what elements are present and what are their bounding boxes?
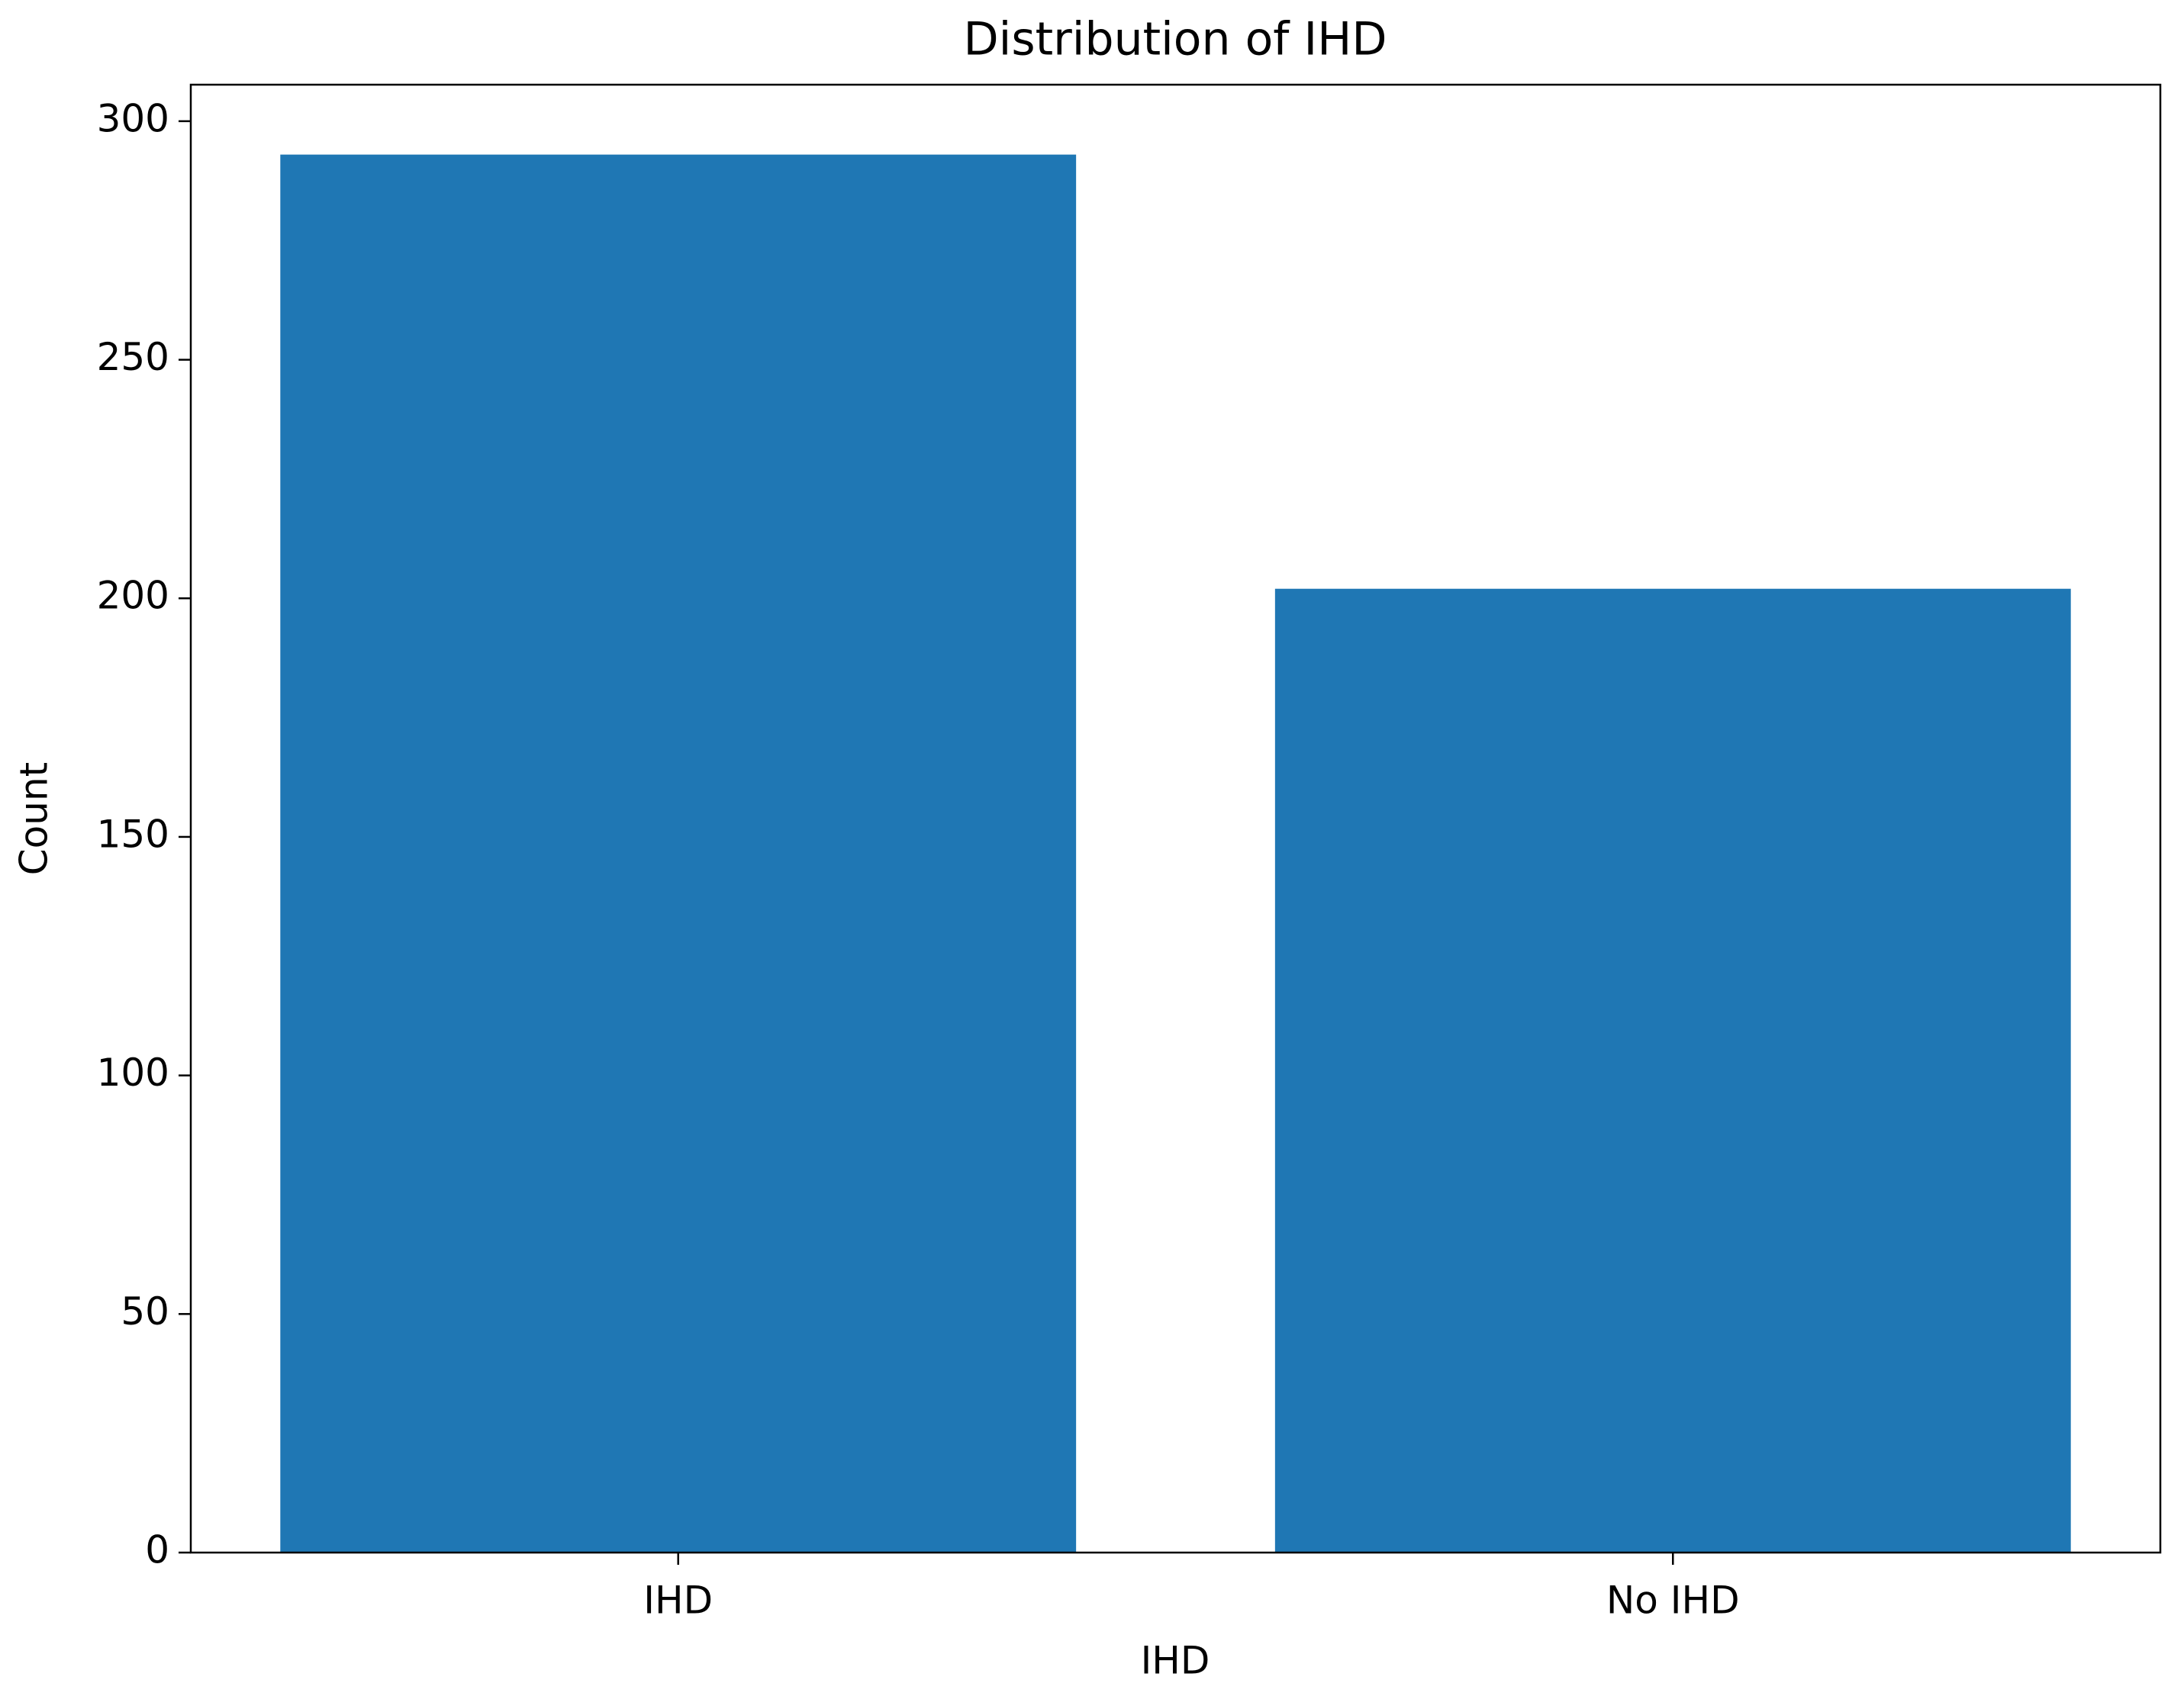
bar [280, 154, 1077, 1553]
plot-frame [189, 83, 2162, 1554]
y-axis-label: Count [12, 762, 56, 876]
y-tick-label: 300 [97, 96, 169, 140]
x-tick-label: No IHD [1606, 1579, 1740, 1623]
chart-title: Distribution of IHD [963, 13, 1387, 66]
x-axis-label: IHD [1141, 1639, 1210, 1683]
y-tick-label: 200 [97, 574, 169, 618]
y-tick-label: 0 [145, 1528, 169, 1572]
bar [1274, 588, 2071, 1553]
y-tick-label: 100 [97, 1051, 169, 1095]
y-tick-label: 50 [121, 1289, 169, 1334]
y-tick-label: 150 [97, 812, 169, 856]
x-tick-label: IHD [643, 1579, 713, 1623]
y-tick-label: 250 [97, 335, 169, 379]
